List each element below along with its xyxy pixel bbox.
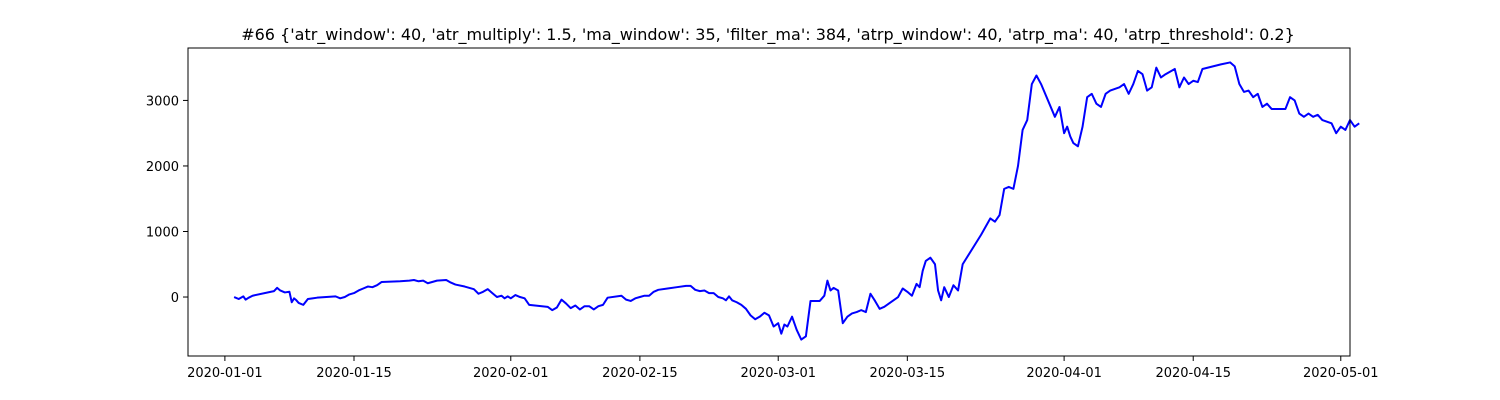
x-tick-label-6: 2020-04-01	[1026, 366, 1102, 381]
x-tick-label-7: 2020-04-15	[1155, 366, 1231, 381]
x-tick-label-2: 2020-02-01	[473, 366, 549, 381]
y-tick-label-1: 1000	[146, 225, 179, 240]
x-tick-label-8: 2020-05-01	[1303, 366, 1379, 381]
chart-title: #66 {'atr_window': 40, 'atr_multiply': 1…	[241, 25, 1295, 45]
x-tick-label-4: 2020-03-01	[740, 366, 816, 381]
x-tick-label-5: 2020-03-15	[870, 366, 946, 381]
y-tick-label-0: 0	[171, 291, 179, 306]
plot-frame	[187, 47, 1351, 357]
x-tick-label-3: 2020-02-15	[602, 366, 678, 381]
series-line-0	[233, 61, 1360, 341]
plot-area: 2020-01-01 2020-01-15 2020-02-01 2020-02-15…	[146, 47, 1379, 381]
y-tick-label-3: 3000	[146, 94, 179, 109]
x-tick-label-1: 2020-01-15	[316, 366, 392, 381]
y-tick-label-2: 2000	[146, 160, 179, 175]
x-tick-label-0: 2020-01-01	[187, 366, 263, 381]
